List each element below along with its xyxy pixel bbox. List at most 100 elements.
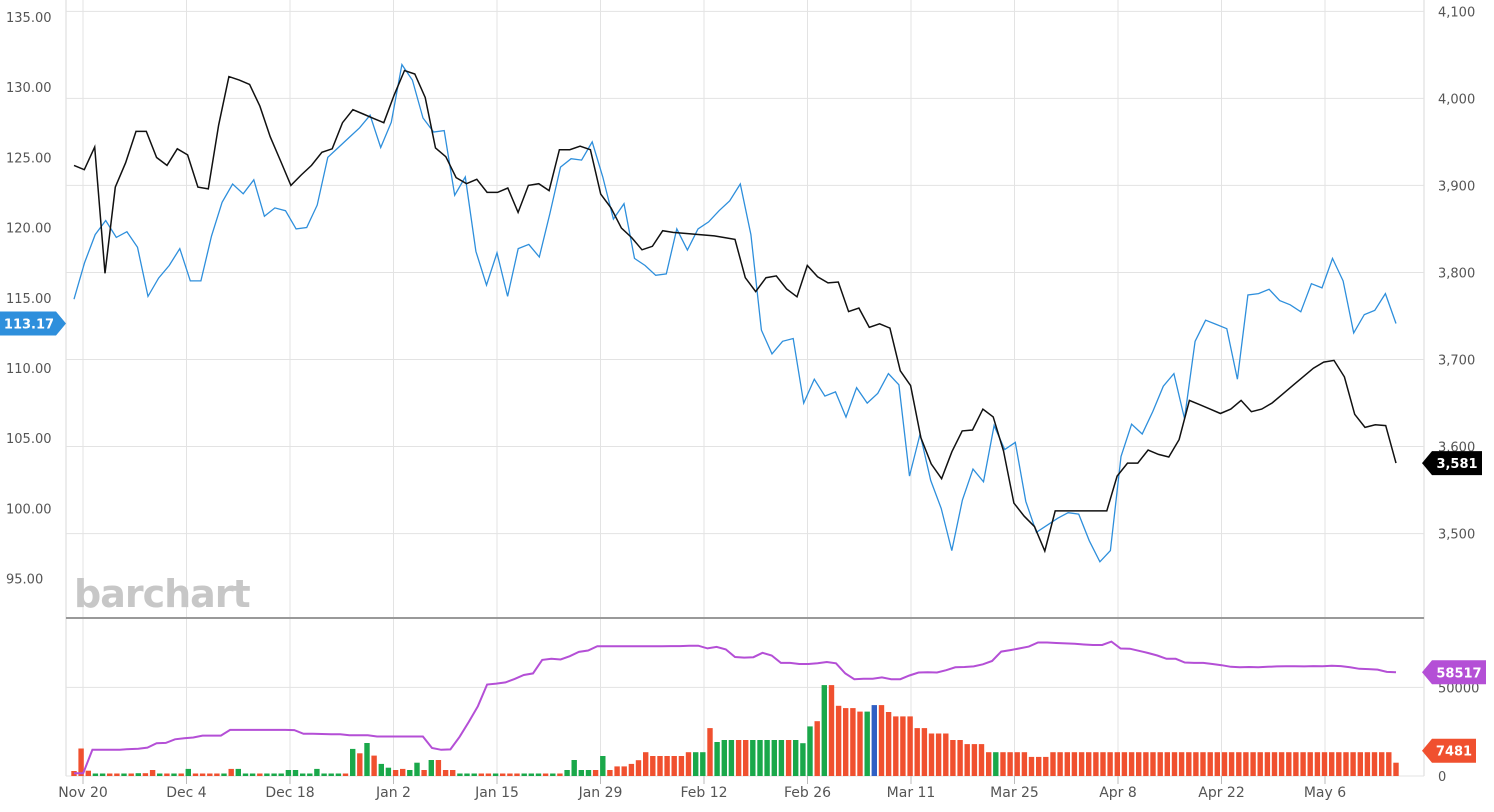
right-tick-label: 3,700 xyxy=(1438,353,1475,368)
volume-bar xyxy=(1107,752,1113,776)
volume-bar xyxy=(1028,756,1035,776)
volume-bar xyxy=(607,770,613,776)
volume-bar xyxy=(814,721,820,776)
x-tick-label: Feb 26 xyxy=(784,785,831,801)
volume-bars xyxy=(71,685,1399,776)
x-tick-label: Mar 25 xyxy=(990,785,1039,801)
volume-bar xyxy=(693,752,699,776)
volume-bar xyxy=(1164,752,1170,776)
volume-bar xyxy=(249,773,256,776)
volume-bar xyxy=(885,712,892,776)
volume-bar xyxy=(199,773,206,776)
volume-bar xyxy=(828,685,835,776)
volume-bar xyxy=(1314,752,1321,776)
x-tick-label: Dec 18 xyxy=(265,785,314,801)
volume-bar xyxy=(621,766,627,776)
volume-bar xyxy=(1257,752,1263,776)
volume-bar xyxy=(157,773,163,776)
volume-bar xyxy=(1086,752,1092,776)
volume-bar xyxy=(614,766,620,776)
volume-bar xyxy=(1293,752,1299,776)
volume-bar xyxy=(728,740,735,776)
open-interest-tag-text: 58517 xyxy=(1436,666,1481,681)
volume-bar xyxy=(1393,762,1399,776)
volume-tag-shape xyxy=(1422,738,1476,763)
volume-bar xyxy=(535,773,542,776)
volume-bar xyxy=(357,753,363,776)
volume-bar xyxy=(1178,752,1185,776)
volume-bar xyxy=(421,770,427,776)
volume-bar xyxy=(685,752,692,776)
volume-bar xyxy=(785,740,792,776)
volume-bar xyxy=(585,770,592,776)
volume-bar xyxy=(1043,756,1049,776)
volume-bar xyxy=(392,770,399,776)
left-tick-label: 100.00 xyxy=(6,502,52,517)
volume-bar xyxy=(1379,752,1385,776)
x-tick-label: Feb 12 xyxy=(680,785,727,801)
volume-bar xyxy=(192,773,199,776)
left-tick-label: 125.00 xyxy=(6,151,52,166)
lower-tick-label: 0 xyxy=(1438,770,1446,785)
volume-bar xyxy=(1036,756,1042,776)
volume-bar xyxy=(1150,752,1156,776)
volume-bar xyxy=(142,773,149,776)
left-tick-label: 110.00 xyxy=(6,362,52,377)
volume-bar xyxy=(1057,752,1063,776)
barchart-watermark: barchart xyxy=(74,572,251,616)
last-value-tags: 113.17 3,581 58517 7481 xyxy=(0,311,1486,763)
volume-bar xyxy=(664,756,670,776)
volume-bar xyxy=(149,770,156,776)
volume-bar xyxy=(935,733,942,776)
volume-bar xyxy=(400,768,406,776)
volume-bar xyxy=(185,768,191,776)
volume-bar xyxy=(835,705,842,776)
volume-bar xyxy=(285,770,292,776)
volume-bar xyxy=(221,773,227,776)
volume-bar xyxy=(1278,752,1285,776)
volume-bar xyxy=(271,773,277,776)
x-tick-label: May 6 xyxy=(1304,785,1346,801)
volume-bar xyxy=(943,733,949,776)
volume-bar xyxy=(1171,752,1178,776)
volume-bar xyxy=(1207,752,1213,776)
right-tick-label: 4,000 xyxy=(1438,92,1475,107)
volume-bar xyxy=(335,773,342,776)
volume-bar xyxy=(407,770,413,776)
volume-bar xyxy=(378,763,384,776)
right-last-value-tag-text: 3,581 xyxy=(1436,457,1477,472)
volume-bar xyxy=(1193,752,1199,776)
volume-bar xyxy=(292,770,299,776)
volume-bar xyxy=(864,711,870,776)
volume-bar xyxy=(128,773,134,776)
volume-bar xyxy=(442,770,449,776)
volume-bar xyxy=(514,773,520,776)
volume-bar xyxy=(1100,752,1106,776)
volume-bar xyxy=(857,711,863,776)
volume-bar xyxy=(1093,752,1099,776)
volume-bar xyxy=(921,728,928,776)
volume-bar xyxy=(1021,752,1028,776)
volume-bar xyxy=(971,744,978,776)
volume-bar xyxy=(428,760,434,776)
left-last-value-tag: 113.17 xyxy=(0,311,66,336)
volume-bar xyxy=(986,752,992,776)
volume-bar xyxy=(278,773,284,776)
volume-bar xyxy=(871,705,877,776)
volume-bar xyxy=(1364,752,1371,776)
volume-bar xyxy=(1200,752,1206,776)
left-tick-label: 130.00 xyxy=(6,81,52,96)
volume-bar xyxy=(350,748,356,776)
lower-tick-label: 50000 xyxy=(1438,681,1479,696)
volume-bar xyxy=(628,763,635,776)
right-last-value-tag: 3,581 xyxy=(1422,451,1482,476)
volume-bar xyxy=(207,773,213,776)
volume-bar xyxy=(521,773,527,776)
volume-bar xyxy=(878,705,885,776)
left-last-value-tag-shape xyxy=(0,311,66,336)
right-tick-label: 3,500 xyxy=(1438,528,1475,543)
volume-bar xyxy=(821,685,827,776)
volume-bar xyxy=(557,773,563,776)
volume-bar xyxy=(707,728,713,776)
volume-bar xyxy=(228,768,234,776)
